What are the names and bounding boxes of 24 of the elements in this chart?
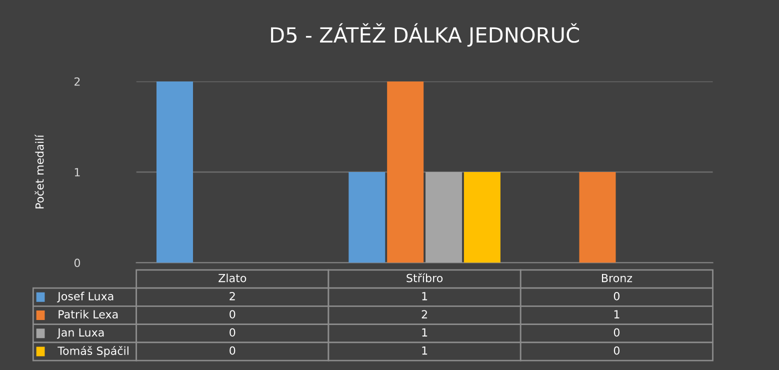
data-label: 1 — [422, 346, 428, 355]
data-label: 0 — [230, 310, 236, 318]
x-tick-label: Stříbro — [406, 273, 443, 282]
legend-label: Tomáš Spáčil — [58, 346, 128, 358]
chart-title: D5 - ZÁTĚŽ DÁLKA JEDNORUČ — [271, 23, 579, 47]
data-label: 1 — [422, 328, 428, 336]
data-label: 1 — [614, 310, 620, 318]
legend-label: Jan Luxa — [57, 328, 104, 339]
data-label: 0 — [614, 292, 620, 300]
data-label: 2 — [230, 292, 235, 300]
data-label: 0 — [614, 328, 620, 337]
x-tick-label: Zlato — [218, 274, 246, 282]
legend-label: Josef Luxa — [57, 292, 114, 302]
y-tick-label: 1 — [74, 168, 80, 176]
y-axis-title: Počet medailí — [34, 134, 44, 208]
legend-label: Patrik Lexa — [58, 310, 118, 318]
data-label: 0 — [230, 346, 236, 355]
data-label: 2 — [422, 310, 427, 318]
x-tick-label: Bronz — [602, 274, 632, 282]
y-tick-label: 2 — [74, 77, 80, 86]
y-tick-label: 0 — [74, 258, 80, 268]
data-label: 1 — [422, 292, 428, 300]
data-label: 0 — [230, 328, 236, 337]
data-label: 0 — [614, 346, 620, 355]
